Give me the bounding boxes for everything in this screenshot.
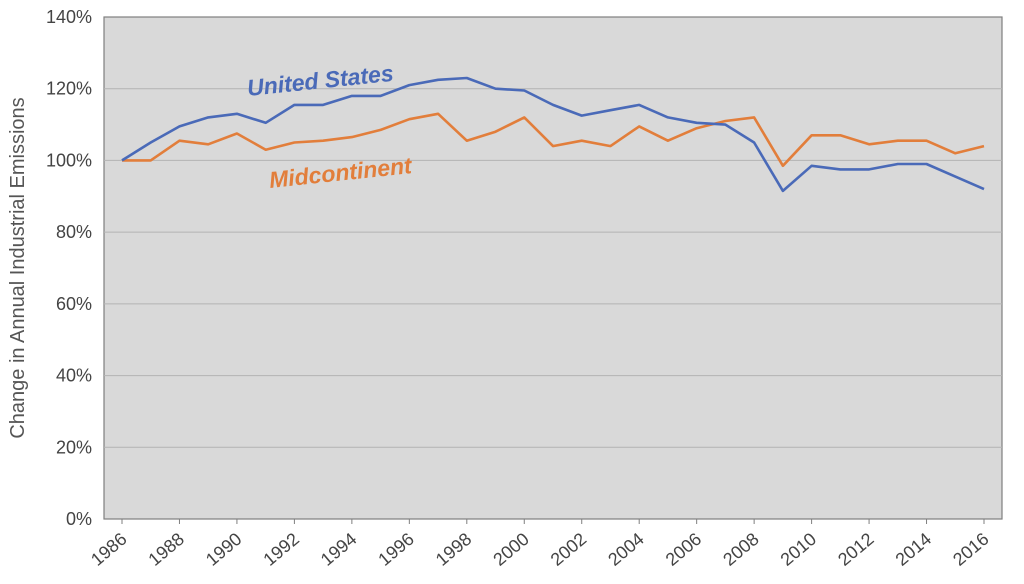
series-line-midcontinent — [122, 112, 985, 168]
gridlines — [104, 88, 1002, 448]
x-tick-label: 1990 — [202, 529, 246, 570]
y-tick-label: 20% — [56, 437, 92, 457]
y-tick-label: 0% — [66, 509, 92, 529]
x-tick-label: 1986 — [87, 529, 131, 570]
y-axis-ticks: 0% 20% 40% 60% 80% 100% 120% 140% — [46, 7, 92, 529]
x-tick-label: 2002 — [547, 529, 591, 570]
x-tick-label: 2016 — [949, 529, 993, 570]
x-tick-label: 2004 — [604, 529, 648, 570]
y-tick-label: 40% — [56, 366, 92, 386]
y-tick-label: 60% — [56, 294, 92, 314]
y-tick-label: 120% — [46, 79, 92, 99]
series-line-united-states — [121, 76, 985, 193]
x-tick-label: 1988 — [145, 529, 189, 570]
x-tick-label: 2000 — [489, 529, 533, 570]
y-tick-label: 80% — [56, 222, 92, 242]
x-axis-ticks: 1986 1988 1990 1992 1994 1996 1998 2000 2002 2004… — [87, 519, 993, 570]
y-axis-title: Change in Annual Industrial Emissions — [7, 97, 29, 438]
x-tick-label: 1998 — [432, 529, 476, 570]
x-tick-label: 2006 — [662, 529, 706, 570]
x-tick-label: 2012 — [834, 529, 878, 570]
x-tick-label: 1996 — [374, 529, 418, 570]
x-tick-label: 2014 — [892, 529, 936, 570]
y-tick-label: 140% — [46, 7, 92, 27]
x-tick-label: 2008 — [719, 529, 763, 570]
x-tick-label: 2010 — [777, 529, 821, 570]
y-tick-label: 100% — [46, 150, 92, 170]
series-lines — [121, 76, 985, 193]
plot-area — [103, 16, 1003, 520]
x-tick-label: 1994 — [317, 529, 361, 570]
x-tick-label: 1992 — [259, 529, 303, 570]
